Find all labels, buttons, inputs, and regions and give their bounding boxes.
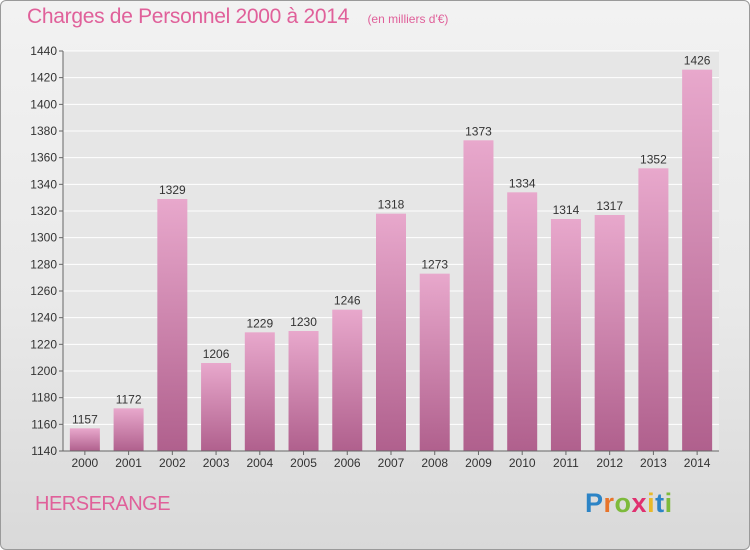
brand-letter: i xyxy=(647,488,656,518)
y-tick-label: 1440 xyxy=(30,44,57,58)
chart-subtitle: (en milliers d'€) xyxy=(367,12,449,26)
x-tick-label: 2010 xyxy=(509,456,536,470)
y-tick-label: 1320 xyxy=(30,204,57,218)
x-tick-label: 2007 xyxy=(378,456,405,470)
data-label: 1229 xyxy=(246,316,273,330)
bar xyxy=(69,428,100,451)
bar xyxy=(463,140,494,452)
brand-letter: o xyxy=(614,488,632,518)
data-label: 1317 xyxy=(596,199,623,213)
brand-logo: Proxiti xyxy=(585,488,673,519)
y-tick-label: 1160 xyxy=(31,417,57,431)
y-tick-label: 1240 xyxy=(30,311,57,325)
x-tick-label: 2012 xyxy=(596,456,623,470)
bar xyxy=(376,213,406,451)
bar xyxy=(682,69,713,452)
data-label: 1373 xyxy=(465,124,492,138)
y-tick-label: 1220 xyxy=(30,337,57,351)
brand-letter: x xyxy=(631,488,648,518)
bar xyxy=(332,309,363,451)
brand-letter: i xyxy=(664,488,673,518)
bar xyxy=(638,168,669,452)
x-tick-label: 2013 xyxy=(640,456,667,470)
bar xyxy=(201,363,232,451)
data-label: 1426 xyxy=(684,54,711,68)
location-label: HERSERANGE xyxy=(35,493,171,515)
x-tick-label: 2000 xyxy=(72,456,99,470)
bar xyxy=(419,273,450,451)
bars xyxy=(69,69,713,452)
data-label: 1157 xyxy=(72,412,98,426)
chart-title: Charges de Personnel 2000 à 2014 xyxy=(27,5,349,28)
y-tick-label: 1340 xyxy=(30,177,57,191)
y-tick-label: 1380 xyxy=(30,124,57,138)
data-label: 1246 xyxy=(334,294,361,308)
bar xyxy=(244,332,275,451)
y-tick-label: 1400 xyxy=(30,97,57,111)
x-tick-label: 2014 xyxy=(684,456,711,470)
bar xyxy=(594,215,625,451)
y-tick-label: 1180 xyxy=(31,391,57,405)
data-label: 1172 xyxy=(116,392,142,406)
data-label: 1318 xyxy=(378,198,405,212)
bar xyxy=(550,219,581,451)
x-tick-label: 2009 xyxy=(465,456,492,470)
y-axis-ticks: 1140 1160 1180 1200 1220 1240 1260 1280 1300 1320… xyxy=(30,44,719,458)
x-axis-ticks: 2000 2001 2002 2003 2004 2005 2006 2007 2008 2009… xyxy=(72,451,711,470)
x-tick-label: 2006 xyxy=(334,456,361,470)
y-tick-label: 1280 xyxy=(30,257,57,271)
brand-letter: r xyxy=(603,488,615,518)
brand-letter: P xyxy=(585,488,604,518)
y-tick-label: 1360 xyxy=(30,151,57,165)
x-tick-label: 2004 xyxy=(246,456,273,470)
data-label: 1206 xyxy=(203,347,230,361)
x-tick-label: 2008 xyxy=(421,456,448,470)
bar xyxy=(157,199,188,451)
bar xyxy=(288,331,319,451)
y-tick-label: 1140 xyxy=(31,444,57,458)
data-label: 1352 xyxy=(640,152,667,166)
x-tick-label: 2005 xyxy=(290,456,317,470)
x-tick-label: 2001 xyxy=(115,456,142,470)
data-label: 1329 xyxy=(159,183,186,197)
y-tick-label: 1300 xyxy=(30,231,57,245)
data-label: 1334 xyxy=(509,176,536,190)
y-tick-label: 1200 xyxy=(30,364,57,378)
data-label: 1230 xyxy=(290,315,317,329)
data-labels: 1157 1172 1329 1206 1229 1230 1246 1318 1273 1373… xyxy=(72,54,711,427)
brand-letter: t xyxy=(655,488,665,518)
title-row: Charges de Personnel 2000 à 2014 (en mil… xyxy=(27,5,448,29)
data-label: 1273 xyxy=(421,258,448,272)
x-tick-label: 2011 xyxy=(553,456,579,470)
x-tick-label: 2002 xyxy=(159,456,186,470)
x-tick-label: 2003 xyxy=(203,456,230,470)
bar xyxy=(507,192,538,452)
data-label: 1314 xyxy=(553,203,580,217)
y-tick-label: 1260 xyxy=(30,284,57,298)
y-tick-label: 1420 xyxy=(30,71,57,85)
bar xyxy=(113,408,144,451)
